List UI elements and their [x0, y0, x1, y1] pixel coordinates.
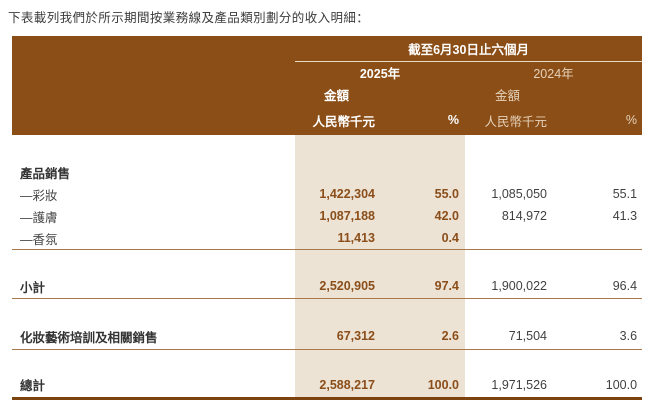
header-spacer-cell	[550, 83, 643, 105]
amount-2025-cell: 2,588,217	[295, 372, 378, 400]
pct-2024-cell: 100.0	[550, 372, 643, 400]
table-header: 截至6月30日止六個月 2025年 2024年 金額 金額 人民幣千元 % 人民…	[12, 36, 643, 135]
amount-2024-cell: 814,972	[501, 209, 547, 223]
header-spacer-cell	[12, 105, 295, 135]
table-row: —彩妝 1,422,304 55.0 1,085,050 55.1	[12, 183, 642, 205]
pct-2024-cell: 55.1	[612, 187, 638, 201]
table-row: —護膚 1,087,188 42.0 814,972 41.3	[12, 205, 642, 227]
table-row: 化妝藝術培訓及相關銷售 67,312 2.6 71,504 3.6	[12, 323, 643, 350]
row-label: —香氛	[12, 227, 295, 250]
pct-2025-cell: 42.0	[378, 205, 465, 227]
pct-2024-header: %	[550, 105, 643, 135]
pct-2025-cell: 100.0	[378, 372, 465, 400]
spacer-row	[12, 298, 642, 323]
spacer-row	[12, 349, 642, 372]
table-body: 產品銷售 —彩妝 1,422,304 55.0 1,085,050 55.1 —…	[12, 135, 643, 400]
pct-2025-cell: 2.6	[378, 323, 465, 350]
row-label: —彩妝	[20, 188, 58, 203]
year-2025-header: 2025年	[295, 61, 465, 83]
amount-2025-header: 金額	[295, 83, 378, 105]
table-row: 產品銷售	[12, 161, 642, 183]
amount-2024-cell: 71,504	[465, 323, 550, 350]
period-header-row: 截至6月30日止六個月	[12, 36, 643, 62]
header-spacer-cell	[378, 83, 465, 105]
amount-2024-cell: 1,085,050	[491, 187, 547, 201]
row-label: 總計	[12, 372, 295, 400]
unit-header-row: 人民幣千元 % 人民幣千元 %	[12, 105, 643, 135]
amount-2025-cell: 11,413	[295, 227, 378, 250]
amount-2025-cell: 1,087,188	[295, 205, 378, 227]
row-label: 產品銷售	[20, 166, 71, 181]
table-row: —香氛 11,413 0.4	[12, 227, 643, 250]
pct-2025-cell: 55.0	[378, 183, 465, 205]
pct-2024-cell	[550, 161, 642, 183]
spacer-row	[12, 249, 642, 274]
amount-2025-cell	[295, 161, 378, 183]
amount-2024-header: 金額	[465, 83, 550, 105]
row-label: 小計	[12, 274, 295, 299]
amount-header-row: 金額 金額	[12, 83, 643, 105]
row-label: —護膚	[20, 210, 58, 225]
revenue-breakdown-table: 截至6月30日止六個月 2025年 2024年 金額 金額 人民幣千元 % 人民…	[12, 36, 643, 400]
intro-text: 下表載列我們於所示期間按業務線及產品類別劃分的收入明細：	[8, 11, 370, 25]
pct-2024-cell: 3.6	[550, 323, 643, 350]
year-2024-header: 2024年	[465, 61, 643, 83]
table-row: 小計 2,520,905 97.4 1,900,022 96.4	[12, 274, 643, 299]
amount-2024-cell: 1,900,022	[465, 274, 550, 299]
header-spacer-cell	[12, 83, 295, 105]
unit-2025-header: 人民幣千元	[295, 105, 378, 135]
header-spacer-cell	[12, 61, 295, 83]
pct-2025-cell: 97.4	[378, 274, 465, 299]
spacer-row	[12, 135, 642, 161]
row-label: 化妝藝術培訓及相關銷售	[12, 323, 295, 350]
pct-2025-cell	[378, 161, 465, 183]
header-spacer-cell	[12, 36, 295, 62]
pct-2025-header: %	[378, 105, 465, 135]
pct-2025-cell: 0.4	[378, 227, 465, 250]
amount-2024-cell	[465, 161, 550, 183]
period-header: 截至6月30日止六個月	[295, 36, 643, 62]
pct-2024-cell: 96.4	[550, 274, 643, 299]
table-row: 總計 2,588,217 100.0 1,971,526 100.0	[12, 372, 643, 400]
amount-2024-cell	[465, 227, 550, 250]
pct-2024-cell	[550, 227, 643, 250]
amount-2025-cell: 1,422,304	[295, 183, 378, 205]
year-header-row: 2025年 2024年	[12, 61, 643, 83]
amount-2025-cell: 67,312	[295, 323, 378, 350]
unit-2024-header: 人民幣千元	[465, 105, 550, 135]
pct-2024-cell: 41.3	[612, 209, 638, 223]
amount-2024-cell: 1,971,526	[465, 372, 550, 400]
amount-2025-cell: 2,520,905	[295, 274, 378, 299]
